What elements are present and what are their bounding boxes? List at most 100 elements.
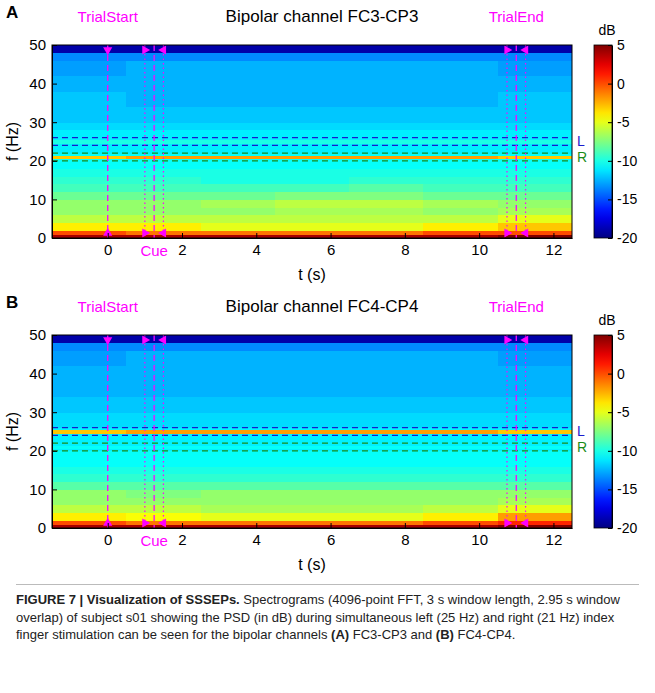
event-line	[516, 335, 517, 528]
heat-cell	[201, 482, 276, 490]
heat-cell	[349, 192, 424, 200]
caption-bold: (A)	[331, 627, 349, 642]
x-tick-mark	[479, 523, 480, 528]
y-tick-label: 50	[29, 36, 46, 53]
x-tick: 4	[253, 233, 261, 258]
x-tick-label: 0	[104, 531, 112, 548]
heat-cell	[201, 335, 276, 343]
heat-cell	[423, 234, 498, 238]
heat-cell	[52, 230, 127, 234]
heat-cell	[349, 445, 424, 449]
event-label: TrialEnd	[489, 8, 544, 25]
plot-area	[52, 45, 572, 238]
heat-cell	[349, 176, 424, 184]
heat-cell	[498, 192, 572, 200]
heat-cell	[52, 513, 127, 521]
heat-cell	[423, 412, 498, 420]
heat-cell	[498, 184, 572, 192]
colorbar-tick-label: -20	[617, 230, 637, 246]
x-tick-mark	[256, 523, 257, 528]
heat-cell	[52, 435, 127, 443]
y-tick: 30	[29, 404, 57, 421]
heat-cell	[423, 155, 498, 159]
x-axis-title: t (s)	[298, 556, 326, 573]
y-tick-label: 40	[29, 75, 46, 92]
heat-cell	[201, 343, 276, 351]
heat-cell	[498, 223, 572, 231]
heat-cell	[52, 397, 127, 413]
colorbar-tick-mark	[608, 489, 612, 490]
y-tick: 10	[29, 191, 57, 208]
x-tick: 12	[546, 233, 563, 258]
x-tick: 0	[104, 233, 112, 258]
y-tick-mark	[52, 45, 57, 46]
heat-cell	[275, 223, 350, 231]
heat-cell	[498, 489, 572, 497]
heat-cell	[52, 45, 127, 53]
heat-cell	[498, 451, 572, 459]
event-arrow	[520, 518, 528, 527]
heat-cell	[275, 199, 350, 207]
colorbar-tick: 0	[608, 366, 625, 382]
colorbar-tick-label: -20	[617, 520, 637, 536]
heat-cell	[498, 76, 572, 92]
colorbar-tick-label: -10	[617, 443, 637, 459]
heat-cell	[423, 489, 498, 497]
heat-cell	[349, 60, 424, 76]
heat-cell	[201, 497, 276, 505]
x-tick-label: 4	[253, 531, 261, 548]
heat-cell	[52, 76, 127, 92]
colorbar-tick: 0	[608, 76, 625, 92]
heat-cell	[349, 397, 424, 413]
heat-cell	[52, 140, 127, 144]
heat-cell	[52, 234, 127, 238]
band-label: R	[577, 149, 587, 165]
event-line	[153, 45, 154, 238]
event-arrow	[142, 335, 150, 344]
event-line	[107, 45, 108, 238]
heat-cell	[275, 145, 350, 153]
event-arrow	[158, 518, 166, 527]
colorbar-tick-mark	[608, 374, 612, 375]
y-tick-label: 50	[29, 326, 46, 343]
colorbar-tick-mark	[608, 528, 612, 529]
heat-cell	[275, 366, 350, 382]
y-tick: 50	[29, 326, 57, 343]
heat-cell	[498, 155, 572, 159]
heat-cell	[52, 192, 127, 200]
y-tick-label: 20	[29, 152, 46, 169]
colorbar-title: dB	[598, 312, 615, 328]
heat-cell	[423, 184, 498, 192]
heat-cell	[423, 199, 498, 207]
heat-cell	[349, 215, 424, 223]
heat-cell	[498, 122, 572, 130]
colorbar-tick: -15	[608, 191, 637, 207]
heat-cell	[349, 350, 424, 366]
heat-cell	[201, 215, 276, 223]
y-tick-mark	[52, 412, 57, 413]
heat-cell	[498, 53, 572, 61]
event-label: Cue	[140, 532, 168, 549]
colorbar-tick-label: -5	[617, 114, 630, 130]
heat-cell	[52, 420, 127, 428]
heat-cell	[349, 513, 424, 521]
x-tick-mark	[182, 233, 183, 238]
x-tick: 10	[471, 233, 488, 258]
heat-cell	[423, 140, 498, 144]
heat-cell	[201, 466, 276, 474]
caption-text: FC4-CP4.	[454, 627, 515, 642]
heat-cell	[275, 234, 350, 238]
colorbar-tick-mark	[608, 45, 612, 46]
colorbar-tick: -5	[608, 404, 630, 420]
x-tick: 8	[401, 233, 409, 258]
heat-cell	[52, 466, 127, 474]
band-line	[52, 427, 572, 428]
heat-cell	[423, 215, 498, 223]
heat-cell	[423, 420, 498, 428]
heat-cell	[275, 60, 350, 76]
heat-cell	[201, 161, 276, 169]
colorbar-tick: -10	[608, 443, 637, 459]
event-range-line	[506, 335, 507, 528]
heat-cell	[498, 176, 572, 184]
colorbar-tick-mark	[608, 84, 612, 85]
